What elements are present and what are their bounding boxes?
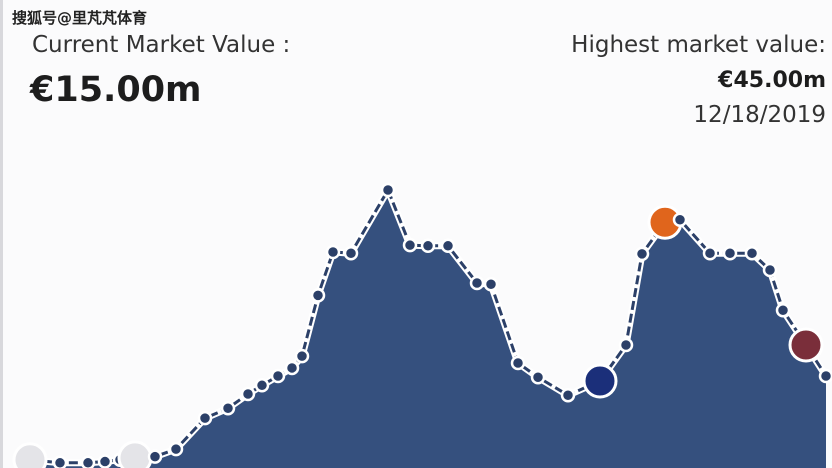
data-point[interactable] <box>469 275 485 291</box>
data-point[interactable] <box>775 303 791 318</box>
data-point[interactable] <box>762 262 778 278</box>
watermark: 搜狐号@里芃芃体育 <box>12 9 148 27</box>
highest-value: €45.00m <box>718 68 826 93</box>
data-point[interactable] <box>197 410 213 426</box>
highest-value-label: Highest market value: <box>571 32 826 58</box>
current-value: €15.00m <box>30 70 202 110</box>
data-point[interactable] <box>402 237 418 253</box>
data-point[interactable] <box>818 368 832 384</box>
data-point[interactable] <box>80 455 96 468</box>
data-point[interactable] <box>294 348 310 364</box>
left-border <box>0 0 3 468</box>
club-crest-claret-icon[interactable] <box>788 327 824 363</box>
data-point[interactable] <box>168 441 184 457</box>
data-point[interactable] <box>510 355 526 371</box>
data-point[interactable] <box>380 182 396 198</box>
highest-value-date: 12/18/2019 <box>693 102 826 128</box>
data-point[interactable] <box>97 454 113 468</box>
data-point[interactable] <box>270 368 286 384</box>
data-point[interactable] <box>634 246 650 262</box>
club-crest-icon[interactable] <box>12 442 48 468</box>
data-point[interactable] <box>52 455 68 468</box>
data-point[interactable] <box>220 400 236 416</box>
club-crest-icon[interactable] <box>117 440 153 468</box>
data-point[interactable] <box>147 449 163 464</box>
area-fill <box>30 190 826 468</box>
data-point[interactable] <box>672 212 688 228</box>
data-point[interactable] <box>618 337 634 353</box>
data-point[interactable] <box>254 378 270 393</box>
data-point[interactable] <box>343 245 359 261</box>
data-point[interactable] <box>420 238 436 254</box>
current-value-label: Current Market Value : <box>32 32 291 58</box>
data-point[interactable] <box>483 276 499 292</box>
data-point[interactable] <box>702 245 718 261</box>
data-point[interactable] <box>325 244 341 260</box>
data-point[interactable] <box>560 387 576 403</box>
data-point[interactable] <box>310 288 326 303</box>
data-point[interactable] <box>240 386 256 402</box>
inter-milan-crest-icon[interactable] <box>582 363 618 399</box>
data-point[interactable] <box>744 245 760 261</box>
data-point[interactable] <box>284 360 300 376</box>
data-point[interactable] <box>530 369 546 385</box>
data-point[interactable] <box>440 238 456 254</box>
data-point[interactable] <box>722 245 738 261</box>
